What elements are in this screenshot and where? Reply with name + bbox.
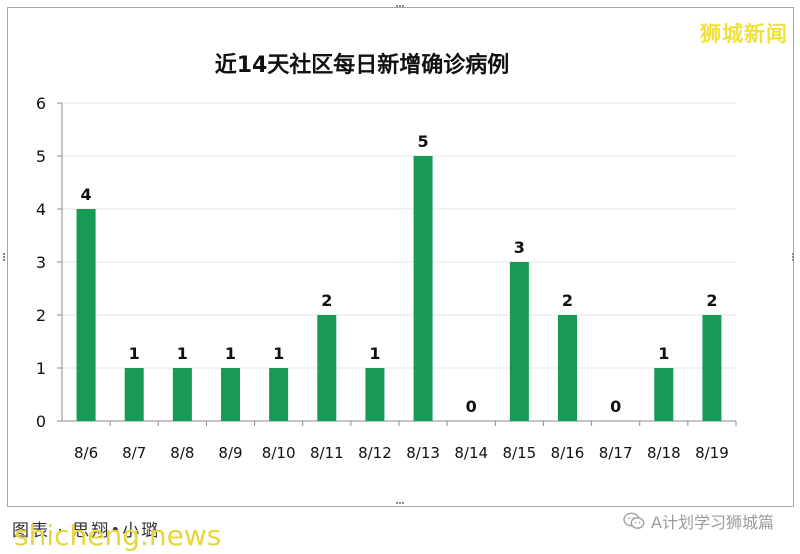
- x-tick-label: 8/11: [310, 444, 344, 462]
- brand-watermark: 狮城新闻: [700, 22, 788, 46]
- axes: [57, 102, 737, 426]
- data-label: 1: [273, 344, 284, 363]
- x-tick-label: 8/18: [647, 444, 681, 462]
- x-tick-label: 8/13: [406, 444, 440, 462]
- x-tick-label: 8/7: [122, 444, 146, 462]
- resize-handle-right[interactable]: [792, 253, 798, 261]
- x-tick-label: 8/15: [503, 444, 537, 462]
- y-tick-label: 4: [36, 200, 46, 219]
- x-tick-label: 8/10: [262, 444, 296, 462]
- data-label: 4: [81, 185, 92, 204]
- chart-credit: 图表 · 思翔•小璐: [12, 521, 161, 541]
- data-label: 0: [466, 397, 477, 416]
- data-labels: 4 1 1 1 1 2 1 5 0 3 2 0 1 2: [81, 132, 718, 416]
- data-label: 3: [514, 238, 525, 257]
- bar: [509, 262, 529, 421]
- y-tick-label: 5: [36, 147, 46, 166]
- data-label: 1: [129, 344, 140, 363]
- resize-handle-left[interactable]: [3, 253, 9, 261]
- wechat-icon: [623, 512, 645, 529]
- tick-labels: 0 1 2 3 4 5 6 8/6 8/7 8/8 8/9 8/10 8/11 8/12 8/13 8/14 8…: [36, 94, 729, 462]
- y-tick-label: 2: [36, 306, 46, 325]
- data-label: 5: [418, 132, 429, 151]
- bar: [124, 368, 144, 421]
- bar: [413, 156, 433, 421]
- bar: [317, 315, 337, 421]
- data-label: 1: [177, 344, 188, 363]
- chart-frame: [7, 7, 794, 507]
- x-tick-label: 8/19: [695, 444, 729, 462]
- bar: [558, 315, 577, 421]
- bar: [221, 368, 240, 421]
- chart-title: 近14天社区每日新增确诊病例: [215, 52, 510, 78]
- bar: [702, 315, 722, 421]
- x-tick-label: 8/9: [218, 444, 242, 462]
- data-label: 1: [225, 344, 236, 363]
- bars: [76, 156, 722, 421]
- bar: [654, 368, 674, 421]
- y-tick-label: 3: [36, 253, 46, 272]
- x-tick-label: 8/14: [454, 444, 488, 462]
- data-label: 2: [321, 291, 332, 310]
- resize-handle-bottom[interactable]: [396, 502, 404, 508]
- bar: [269, 368, 289, 421]
- data-label: 2: [706, 291, 717, 310]
- x-tick-label: 8/8: [170, 444, 194, 462]
- bar: [76, 209, 96, 421]
- resize-handle-top[interactable]: [396, 5, 404, 11]
- data-label: 1: [369, 344, 380, 363]
- data-label: 1: [658, 344, 669, 363]
- x-tick-label: 8/6: [74, 444, 98, 462]
- data-label: 0: [610, 397, 621, 416]
- y-tick-label: 1: [36, 359, 46, 378]
- y-tick-label: 6: [36, 94, 46, 113]
- x-tick-label: 8/17: [599, 444, 633, 462]
- wechat-account: A计划学习狮城篇: [623, 509, 774, 533]
- site-watermark: shicheng.news: [14, 519, 222, 552]
- gridlines: [62, 102, 736, 369]
- x-tick-label: 8/16: [551, 444, 585, 462]
- y-tick-label: 0: [36, 412, 46, 431]
- x-tick-label: 8/12: [358, 444, 392, 462]
- data-label: 2: [562, 291, 573, 310]
- bar: [365, 368, 385, 421]
- wechat-account-name: A计划学习狮城篇: [651, 513, 774, 532]
- bar: [172, 368, 192, 421]
